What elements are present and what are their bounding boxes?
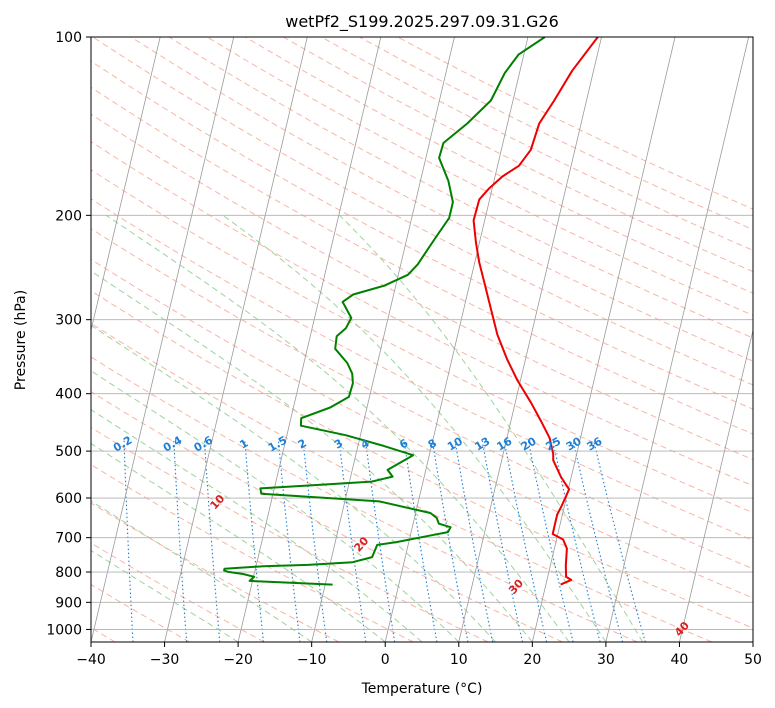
moist-adiabat-line xyxy=(91,442,386,642)
isotherm-line xyxy=(91,37,235,642)
dry-adiabat-line xyxy=(91,258,753,599)
x-tick-label: 50 xyxy=(744,652,762,668)
moist-adiabat-line xyxy=(91,324,496,642)
isotherm-line xyxy=(605,37,750,642)
chart-title: wetPf2_S199.2025.297.09.31.G26 xyxy=(285,12,559,32)
dry-adiabat-line xyxy=(91,322,712,642)
x-tick-label: 30 xyxy=(597,652,615,668)
y-tick-label: 400 xyxy=(55,387,82,403)
moist-adiabat-line xyxy=(91,409,423,642)
pressure-gridlines xyxy=(91,37,753,630)
dry-adiabat-line xyxy=(91,426,489,642)
y-tick-label: 100 xyxy=(55,30,82,46)
dry-adiabat-line xyxy=(91,228,753,570)
mixing-ratio-line xyxy=(403,440,438,642)
mixing-ratio-line xyxy=(572,440,624,642)
isotherms xyxy=(91,37,753,642)
plot-frame xyxy=(90,36,754,643)
mixing-ratio-line xyxy=(302,440,328,642)
mixing-ratio-line xyxy=(203,440,221,642)
temperature-profile-line xyxy=(472,37,599,586)
x-tick-label: 20 xyxy=(523,652,541,668)
mixing-ratio-line xyxy=(123,440,134,642)
x-tick-label: −40 xyxy=(76,652,106,668)
y-tick-label: 200 xyxy=(55,208,82,224)
x-tick-label: −20 xyxy=(223,652,253,668)
mixing-ratio-line xyxy=(593,440,646,642)
dry-adiabat-line xyxy=(92,37,753,386)
dry-adiabat-line xyxy=(244,37,753,294)
dry-adiabat-line xyxy=(91,356,638,642)
mixing-ratio-line xyxy=(244,440,265,642)
x-tick-label: −10 xyxy=(297,652,327,668)
mixing-ratio-line xyxy=(173,440,188,642)
x-tick-label: 10 xyxy=(450,652,468,668)
mixing-ratio-lines xyxy=(123,440,646,642)
plot-area xyxy=(91,37,753,642)
dry-adiabat-line xyxy=(91,86,753,435)
y-axis-title: Pressure (hPa) xyxy=(13,290,29,390)
mixing-ratio-line xyxy=(454,440,494,642)
dry-adiabat-line xyxy=(91,169,753,514)
isotherm-line xyxy=(237,37,382,642)
mixing-ratio-line xyxy=(503,440,548,642)
moist-adiabat-line xyxy=(339,214,644,642)
y-axis: 100 200 300 400 500 600 700 800 900 1000 xyxy=(46,30,91,638)
mixing-ratio-line xyxy=(277,440,301,642)
x-axis-title: Temperature (°C) xyxy=(361,681,483,697)
y-tick-label: 800 xyxy=(55,565,82,581)
isotherm-line xyxy=(679,328,753,642)
dry-adiabat-line xyxy=(91,198,753,541)
isotherm-line xyxy=(531,37,676,642)
moist-adiabat-line xyxy=(222,214,607,642)
y-tick-label: 500 xyxy=(55,444,82,460)
moist-adiabat-line xyxy=(91,549,239,642)
y-tick-label: 1000 xyxy=(46,622,82,638)
dry-adiabat-line xyxy=(91,502,340,642)
y-tick-label: 700 xyxy=(55,531,82,547)
x-tick-label: −30 xyxy=(150,652,180,668)
dry-adiabat-line xyxy=(91,113,753,461)
mixing-ratio-line xyxy=(527,440,574,642)
isotherm-line xyxy=(311,37,455,642)
moist-adiabat-line xyxy=(105,214,570,642)
moist-adiabat-line xyxy=(91,370,460,642)
mixing-ratio-line xyxy=(552,440,601,642)
isotherm-line xyxy=(458,37,602,642)
dry-adiabat-line xyxy=(91,583,190,642)
mixing-ratio-line xyxy=(431,440,469,642)
profile-series xyxy=(223,37,599,586)
isotherm-line xyxy=(91,37,161,332)
y-tick-label: 900 xyxy=(55,595,82,611)
isotherm-line xyxy=(384,37,529,642)
dewpoint-profile-line xyxy=(223,37,546,586)
dry-adiabat-line xyxy=(130,37,753,362)
x-tick-label: 40 xyxy=(671,652,689,668)
x-tick-label: 0 xyxy=(381,652,390,668)
mixing-ratio-line xyxy=(338,440,367,642)
mixing-ratio-line xyxy=(481,440,524,642)
dry-adiabat-line xyxy=(91,391,563,642)
x-axis: −40 −30 −20 −10 0 10 20 30 40 50 xyxy=(76,642,762,668)
isotherm-line xyxy=(164,37,308,642)
y-tick-label: 600 xyxy=(55,491,82,507)
y-tick-label: 300 xyxy=(55,313,82,329)
